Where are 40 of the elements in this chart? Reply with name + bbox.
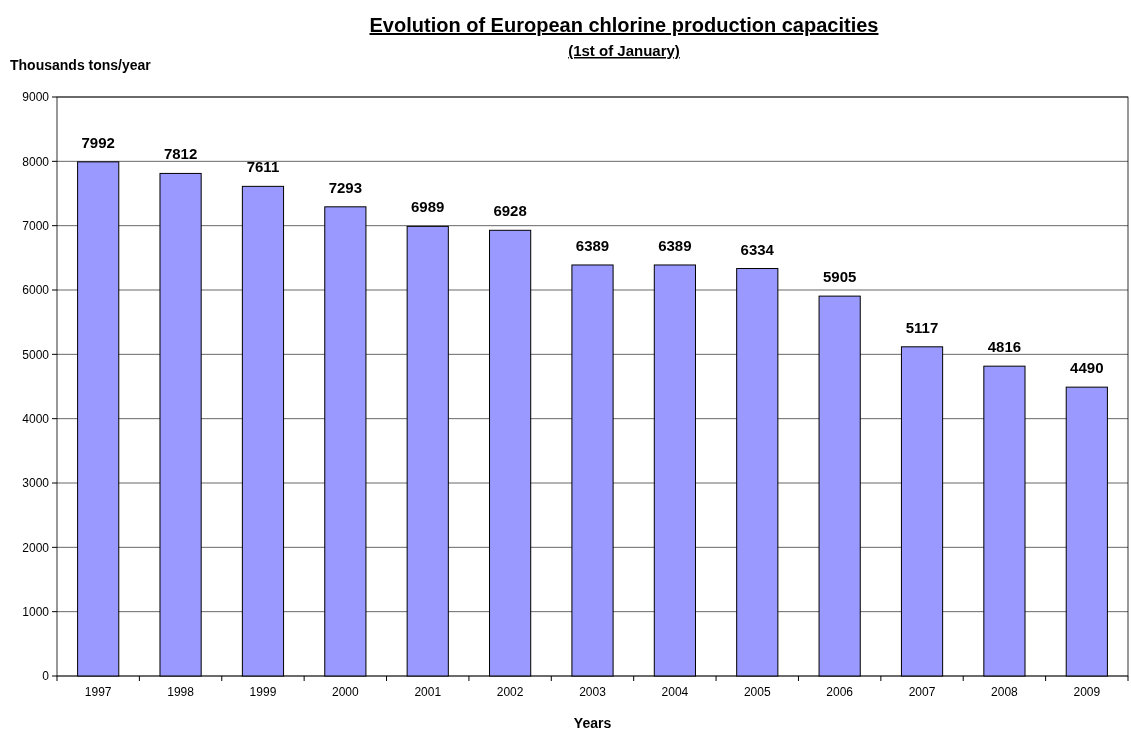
x-tick-label: 2002 (496, 685, 524, 699)
y-tick-label: 3000 (22, 476, 50, 491)
y-tick-label: 4000 (22, 411, 50, 426)
y-tick-label: 2000 (22, 540, 50, 555)
y-axis-title: Thousands tons/year (10, 57, 152, 73)
data-label: 7992 (81, 133, 115, 151)
data-label: 5117 (905, 318, 939, 336)
data-label: 6334 (740, 240, 775, 258)
x-tick-label: 2005 (743, 685, 771, 699)
x-axis-title: Years (573, 715, 612, 731)
x-tick-label: 2004 (661, 685, 689, 699)
x-tick-label: 2007 (908, 685, 936, 699)
data-label: 6928 (493, 202, 527, 220)
x-tick-label: 1999 (249, 685, 277, 699)
data-label: 6989 (411, 198, 445, 216)
y-tick-label: 8000 (22, 154, 50, 169)
y-tick-label: 0 (42, 669, 50, 684)
y-tick-label: 1000 (22, 604, 50, 619)
x-tick-label: 2008 (991, 685, 1019, 699)
data-label: 7611 (246, 158, 280, 176)
data-label: 7293 (328, 178, 363, 196)
y-tick-label: 5000 (22, 347, 50, 362)
x-tick-label: 2003 (579, 685, 607, 699)
y-tick-label: 7000 (22, 218, 50, 233)
data-label: 6389 (658, 236, 692, 254)
data-label: 5905 (822, 268, 857, 286)
data-label: 6389 (575, 236, 610, 254)
data-label: 4816 (987, 338, 1022, 356)
data-label: 4490 (1070, 359, 1104, 377)
y-tick-label: 6000 (22, 283, 50, 298)
x-tick-label: 2001 (414, 685, 442, 699)
x-tick-label: 2006 (826, 685, 854, 699)
chart-title: Evolution of European chlorine production capacities (369, 14, 879, 36)
y-tick-label: 9000 (22, 90, 50, 105)
data-label: 7812 (163, 145, 198, 163)
x-tick-label: 1998 (167, 685, 195, 699)
chart-subtitle: (1st of January) (568, 42, 680, 59)
x-tick-label: 2009 (1073, 685, 1101, 699)
x-tick-label: 1997 (84, 685, 112, 699)
x-tick-label: 2000 (331, 685, 360, 699)
